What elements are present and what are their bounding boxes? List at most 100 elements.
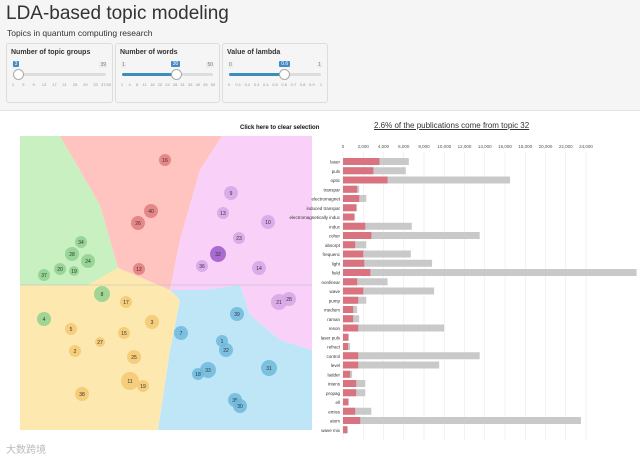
topic-circle-2[interactable] <box>69 345 81 357</box>
topic-circle-19[interactable] <box>69 266 79 276</box>
words-fill <box>122 73 176 76</box>
term-label[interactable]: induced transpar <box>306 206 340 211</box>
term-label[interactable]: wave <box>329 289 340 294</box>
topic-circle-40[interactable] <box>144 204 158 218</box>
topic-circle-28[interactable] <box>65 247 79 261</box>
topic-circle-18[interactable] <box>192 368 204 380</box>
term-label[interactable]: control <box>326 354 340 359</box>
topic-circle-26[interactable] <box>131 216 145 230</box>
term-label[interactable]: frequenc <box>322 252 340 257</box>
clear-selection-link[interactable]: Click here to clear selection <box>240 125 320 131</box>
topic-circle-39[interactable] <box>230 307 244 321</box>
topic-circle-1[interactable] <box>216 335 228 347</box>
topic-circle-24[interactable] <box>81 254 95 268</box>
topic-circle-21[interactable] <box>271 294 287 310</box>
topic-circle-3[interactable] <box>145 315 159 329</box>
topic-circle-19[interactable] <box>137 380 149 392</box>
term-label[interactable]: wave mix <box>321 428 341 433</box>
region-yellow <box>20 268 180 430</box>
topic-circle-16[interactable] <box>159 154 171 166</box>
topic-circle-25[interactable] <box>127 350 141 364</box>
lambda-handle[interactable] <box>279 69 291 80</box>
term-total-bar <box>343 389 366 397</box>
topic-circle-37[interactable] <box>38 269 50 281</box>
topic-circle-8[interactable] <box>94 286 110 302</box>
term-topic-bar <box>343 222 366 230</box>
term-label[interactable]: intens <box>328 382 341 387</box>
term-label[interactable]: medium <box>324 308 340 313</box>
words-slider[interactable]: 30 <box>122 61 213 80</box>
topic-circle-label: 39 <box>234 312 240 318</box>
topic-circle-12[interactable] <box>133 263 145 275</box>
topic-circle-33[interactable] <box>200 362 216 378</box>
term-label[interactable]: laser <box>330 160 340 165</box>
topic-circle-14[interactable] <box>252 261 266 275</box>
topic-circle-11[interactable] <box>121 372 139 390</box>
topic-circle-23[interactable] <box>233 232 245 244</box>
term-label[interactable]: level <box>331 363 340 368</box>
topic-circle-32[interactable] <box>210 246 226 262</box>
term-topic-bar <box>343 343 349 350</box>
term-topic-bar <box>343 158 380 165</box>
term-label[interactable]: light <box>332 261 341 266</box>
topic-circle-5[interactable] <box>65 323 77 335</box>
topic-circle-label: 5 <box>70 327 73 333</box>
topic-circle-9[interactable] <box>224 186 238 200</box>
topic-circle-7[interactable] <box>174 326 188 340</box>
topic-groups-handle[interactable] <box>12 69 24 80</box>
term-label[interactable]: ell <box>335 400 340 405</box>
topic-circle-label: 37 <box>41 273 47 279</box>
topic-circle-38[interactable] <box>75 387 89 401</box>
term-label[interactable]: absorpt <box>325 243 341 248</box>
topic-circle-15[interactable] <box>118 327 130 339</box>
slider-tick-label: 0.7 <box>290 82 297 87</box>
term-label[interactable]: transpar <box>323 187 340 192</box>
term-total-bar <box>343 250 411 258</box>
topic-circle-34[interactable] <box>75 236 87 248</box>
topic-circle-20[interactable] <box>54 263 66 275</box>
region-blue <box>158 285 312 430</box>
topic-circle-10[interactable] <box>261 215 275 229</box>
term-label[interactable]: ladder <box>327 372 340 377</box>
words-handle[interactable] <box>170 69 182 80</box>
topic-groups-slider[interactable]: 3 <box>12 61 106 80</box>
topic-regions <box>20 136 312 430</box>
term-total-bar <box>343 259 433 267</box>
words-min: 1 <box>121 62 126 68</box>
term-label[interactable]: emiss <box>328 409 341 414</box>
term-topic-bar <box>343 213 355 221</box>
region-green <box>20 136 118 285</box>
term-label[interactable]: raman <box>327 317 340 322</box>
term-label[interactable]: pump <box>329 298 341 303</box>
slider-tick-label: 11 <box>142 82 147 87</box>
slider-tick-label: 24 <box>165 82 170 87</box>
term-label[interactable]: electromagnet <box>311 197 340 202</box>
topic-circle-30[interactable] <box>233 399 247 413</box>
term-label[interactable]: induc <box>329 224 341 229</box>
topic-circle-36[interactable] <box>196 260 208 272</box>
words-control: Number of words 1 50 30 1 4 8 11 16 20 24 28 31 3… <box>115 43 220 103</box>
topic-circle-13[interactable] <box>217 207 229 219</box>
topic-circle-27[interactable] <box>95 337 105 347</box>
term-label[interactable]: atom <box>330 419 340 424</box>
term-label[interactable]: laser puls <box>321 335 341 340</box>
term-topic-bar <box>343 407 356 415</box>
term-label[interactable]: optic <box>330 178 340 183</box>
lambda-slider[interactable]: 0.6 <box>229 61 321 80</box>
term-label[interactable]: field <box>332 271 341 276</box>
topic-circle-22[interactable] <box>219 343 233 357</box>
topic-circle-35[interactable] <box>228 393 242 407</box>
topic-circle-31[interactable] <box>261 360 277 376</box>
term-label[interactable]: puls <box>332 169 341 174</box>
term-label[interactable]: reson <box>329 326 341 331</box>
topic-circle-28[interactable] <box>282 292 296 306</box>
topic-circle-4[interactable] <box>37 312 51 326</box>
topic-circle-17[interactable] <box>120 296 132 308</box>
term-label[interactable]: coher <box>329 234 341 239</box>
term-label[interactable]: nonlinear <box>321 280 340 285</box>
term-total-bar <box>343 417 581 424</box>
term-label[interactable]: refract <box>327 345 341 350</box>
term-label[interactable]: electromagnetically induc <box>289 215 340 220</box>
slider-tick-label: 1 <box>11 82 15 87</box>
term-label[interactable]: propag <box>326 391 341 396</box>
